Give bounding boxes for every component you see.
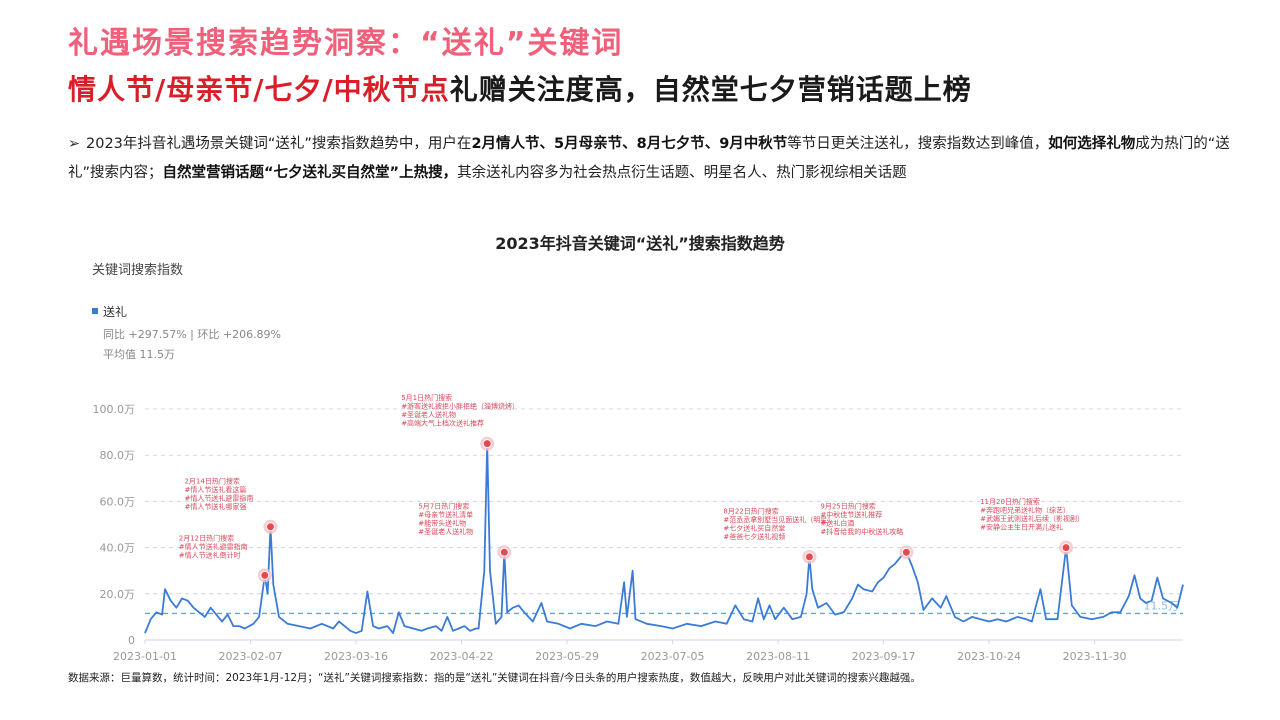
x-tick-label: 2023-10-24	[957, 650, 1021, 663]
subtitle-highlight: 情人节/母亲节/七夕/中秋节点	[68, 73, 450, 106]
annotation-marker	[1061, 543, 1071, 553]
legend-swatch	[92, 308, 98, 314]
x-tick-label: 2023-05-29	[535, 650, 599, 663]
annotation-text: #安静公主生日开满儿送礼	[980, 523, 1063, 532]
annotation-text: #奔跑吧兄弟送礼物（综艺）	[980, 506, 1070, 515]
annotation-text: 5月1日热门搜索	[401, 393, 452, 402]
annotation-marker	[901, 547, 911, 557]
y-tick-label: 100.0万	[93, 403, 136, 416]
annotation-text: #送礼白酒	[820, 519, 854, 528]
y-tick-label: 80.0万	[100, 449, 136, 462]
page-subtitle: 情人节/母亲节/七夕/中秋节点礼赠关注度高，自然堂七夕营销话题上榜	[68, 68, 1258, 108]
legend-label: 送礼	[103, 304, 127, 319]
annotation-marker	[260, 570, 270, 580]
annotation-text: #中秋佳节送礼推荐	[820, 510, 882, 519]
annotation-text: #母亲节送礼清单	[418, 510, 473, 519]
page-title: 礼遇场景搜索趋势洞察：“送礼”关键词	[68, 26, 624, 61]
annotation-text: #能带头送礼物	[418, 519, 466, 528]
y-axis-label: 关键词搜索指数	[92, 263, 183, 278]
annotation-text: 2月12日热门搜索	[179, 533, 234, 542]
x-tick-label: 2023-02-07	[219, 650, 283, 663]
annotation-text: #情人节送礼避雷指南	[184, 493, 253, 502]
summary-seg-0: 2023年抖音礼遇场景关键词“送礼”搜索指数趋势中，用户在	[86, 136, 472, 152]
x-tick-label: 2023-09-17	[852, 650, 916, 663]
annotation-text: 5月7日热门搜索	[418, 502, 469, 511]
annotation-text: #情人节送礼避雷指南	[179, 542, 248, 551]
summary-seg-5: 自然堂营销话题“七夕送礼买自然堂”上热搜，	[162, 165, 458, 181]
annotation-text: #武媚王武则送礼后续（影视剧）	[980, 514, 1084, 523]
y-tick-label: 0	[128, 634, 135, 647]
annotation-text: #圣诞老人送礼物	[418, 527, 473, 536]
annotation-text: #情人节送礼看这篇	[184, 485, 246, 494]
x-tick-label: 2023-07-05	[641, 650, 705, 663]
summary-seg-3: 如何选择礼物	[1048, 136, 1136, 152]
y-tick-label: 60.0万	[100, 495, 136, 508]
annotation-text: #情人节送礼哪家强	[184, 502, 246, 511]
x-tick-label: 2023-01-01	[113, 650, 177, 663]
chart-title: 2023年抖音关键词“送礼”搜索指数趋势	[495, 234, 785, 253]
summary-seg-2: 等节日更关注送礼，搜索指数达到峰值，	[787, 136, 1049, 152]
annotation-text: #游客送礼被拒小胖拒绝（淄博烧烤）	[401, 402, 519, 411]
footnote: 数据来源：巨量算数，统计时间：2023年1月-12月；“送礼”关键词搜索指数：指…	[68, 672, 921, 684]
annotation-text: 2月14日热门搜索	[184, 476, 239, 485]
x-tick-label: 2023-11-30	[1063, 650, 1127, 663]
annotation-text: #情人节送礼倒计时	[179, 550, 241, 559]
y-tick-label: 20.0万	[100, 588, 136, 601]
annotation-marker	[265, 522, 275, 532]
series-line-songli	[144, 442, 1184, 634]
stats-avg: 平均值 11.5万	[103, 348, 175, 361]
summary-seg-4: 成为热门的“送礼”搜索内容；	[68, 136, 1230, 181]
annotation-marker	[499, 547, 509, 557]
annotation-text: 9月25日热门搜索	[820, 502, 875, 511]
x-tick-label: 2023-04-22	[430, 650, 494, 663]
annotation-text: #抖音给我的中秋送礼攻略	[820, 527, 903, 536]
stats-yoy-mom: 同比 +297.57% | 环比 +206.89%	[103, 328, 281, 341]
bullet-arrow-icon: ➢	[68, 136, 81, 152]
x-tick-label: 2023-03-16	[324, 650, 388, 663]
x-tick-label: 2023-08-11	[746, 650, 810, 663]
annotation-text: #爸爸七夕送礼视频	[723, 532, 785, 541]
annotation-text: #七夕送礼买自然堂	[723, 523, 785, 532]
summary-paragraph: ➢ 2023年抖音礼遇场景关键词“送礼”搜索指数趋势中，用户在2月情人节、5月母亲…	[68, 130, 1238, 188]
annotation-text: #高端大气上档次送礼推荐	[401, 419, 484, 428]
subtitle-rest: 礼赠关注度高，自然堂七夕营销话题上榜	[449, 73, 972, 106]
annotation-text: 11月20日热门搜索	[980, 497, 1040, 506]
summary-seg-1: 2月情人节、5月母亲节、8月七夕节、9月中秋节	[471, 136, 788, 152]
annotation-text: #圣诞老人送礼物	[401, 410, 456, 419]
annotation-marker	[804, 552, 814, 562]
y-tick-label: 40.0万	[100, 542, 136, 555]
annotation-marker	[482, 439, 492, 449]
annotation-text: 8月22日热门搜索	[723, 506, 778, 515]
summary-seg-6: 其余送礼内容多为社会热点衍生话题、明星名人、热门影视综相关话题	[457, 165, 907, 181]
annotation-text: #范丞丞拿别墅当见面送礼（明星）	[723, 515, 834, 524]
